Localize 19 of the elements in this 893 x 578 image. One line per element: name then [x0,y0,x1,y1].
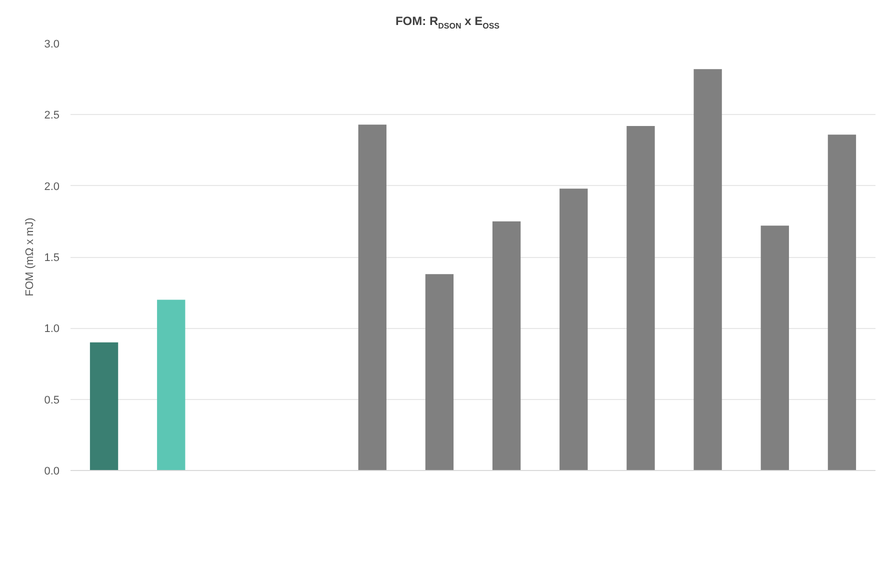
bar [760,226,789,470]
y-tick-label: 2.5 [44,110,60,122]
bar [626,126,655,470]
bar [560,188,588,470]
y-tick-label: 0.0 [44,466,60,478]
y-axis-title: FOM (mΩ x mJ) [24,218,36,296]
y-tick-label: 3.0 [44,38,60,50]
y-tick-label: 0.5 [44,394,60,406]
bar [425,274,454,470]
y-tick-label: 1.5 [44,252,60,264]
bar [157,300,186,470]
y-tick-label: 1.0 [44,323,60,336]
bar [492,221,521,470]
bar [694,69,722,470]
y-tick-label: 2.0 [44,180,60,193]
chart-title: FOM: R$_{DSON}$ x E$_{OSS}$ [395,13,500,32]
bar [828,134,856,470]
bar [90,342,118,470]
bar [358,124,386,470]
